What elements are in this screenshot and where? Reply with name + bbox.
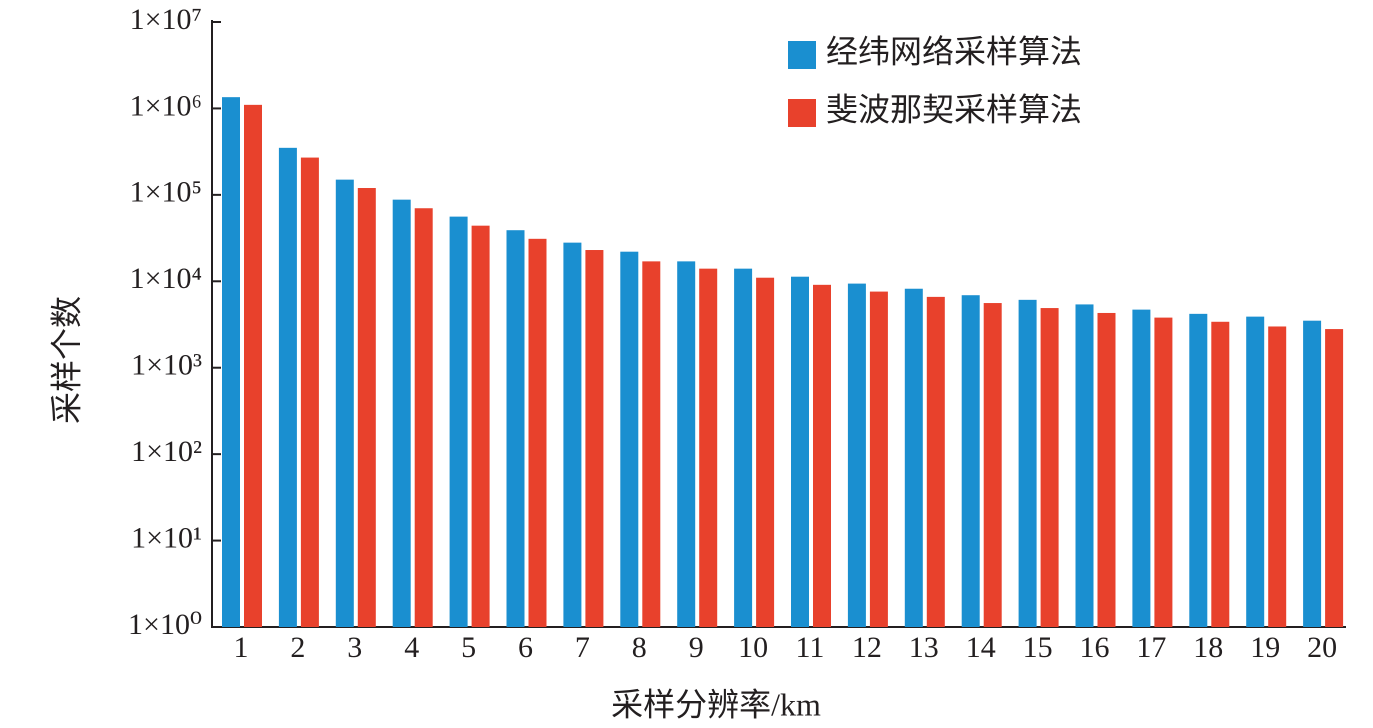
- bar: [1018, 299, 1037, 627]
- x-tick-label: 13: [909, 631, 939, 664]
- x-axis-label: 采样分辨率/km: [611, 686, 821, 722]
- bar: [1246, 316, 1265, 627]
- bar: [414, 208, 433, 627]
- bar: [926, 296, 945, 627]
- bar: [699, 268, 718, 627]
- y-tick-label: 1×10⁵: [130, 176, 202, 209]
- bar: [1268, 326, 1287, 627]
- x-tick-label: 5: [461, 631, 476, 664]
- bar: [506, 230, 525, 627]
- x-tick-label: 16: [1080, 631, 1110, 664]
- bar: [1075, 304, 1094, 627]
- y-tick-label: 1×10²: [131, 435, 202, 468]
- bar: [300, 157, 319, 627]
- legend-swatch: [788, 41, 816, 69]
- bar: [847, 283, 866, 627]
- x-tick-label: 12: [852, 631, 882, 664]
- bar: [904, 288, 923, 627]
- x-tick-label: 7: [575, 631, 590, 664]
- bar: [620, 251, 639, 627]
- x-tick-label: 19: [1250, 631, 1280, 664]
- x-tick-label: 11: [796, 631, 825, 664]
- bar: [278, 147, 297, 628]
- bar: [357, 188, 376, 628]
- bar: [677, 261, 696, 627]
- bar: [1097, 312, 1116, 627]
- x-tick-label: 1: [234, 631, 249, 664]
- x-tick-label: 20: [1307, 631, 1337, 664]
- bar: [1189, 313, 1208, 627]
- bar: [1040, 308, 1059, 627]
- x-tick-label: 15: [1023, 631, 1053, 664]
- legend-label: 斐波那契采样算法: [826, 91, 1082, 127]
- bar: [791, 276, 809, 627]
- y-tick-label: 1×10⁰: [128, 608, 202, 641]
- bar: [392, 199, 411, 627]
- bar: [335, 179, 354, 628]
- y-tick-label: 1×10³: [131, 349, 202, 382]
- bar: [813, 284, 831, 627]
- bar: [222, 97, 240, 628]
- bar: [983, 303, 1002, 627]
- x-tick-label: 18: [1193, 631, 1223, 664]
- y-tick-label: 1×10¹: [131, 521, 202, 554]
- bar: [244, 104, 262, 627]
- x-tick-label: 3: [347, 631, 362, 664]
- bar: [961, 295, 980, 627]
- x-tick-label: 4: [404, 631, 419, 664]
- bar: [563, 242, 582, 627]
- x-tick-label: 8: [632, 631, 647, 664]
- bar: [642, 261, 661, 627]
- bar: [1154, 317, 1173, 627]
- bar: [1132, 309, 1151, 627]
- y-tick-label: 1×10⁴: [130, 262, 202, 295]
- bar: [1303, 320, 1322, 627]
- bar: [1211, 321, 1230, 627]
- bar: [756, 277, 775, 627]
- y-tick-label: 1×10⁶: [130, 89, 202, 122]
- bar: [471, 225, 490, 627]
- bar: [585, 250, 604, 627]
- legend-label: 经纬网络采样算法: [826, 33, 1082, 69]
- bar: [734, 268, 753, 627]
- y-axis-label: 采样个数: [48, 296, 84, 424]
- bar: [528, 238, 547, 627]
- x-tick-label: 10: [738, 631, 768, 664]
- x-tick-label: 6: [518, 631, 533, 664]
- bar: [869, 291, 888, 627]
- x-tick-label: 14: [966, 631, 996, 664]
- x-tick-label: 9: [689, 631, 704, 664]
- legend-swatch: [788, 99, 816, 127]
- x-tick-label: 2: [290, 631, 305, 664]
- bar: [449, 216, 468, 627]
- x-tick-label: 17: [1136, 631, 1166, 664]
- bar: [1325, 329, 1344, 627]
- y-tick-label: 1×10⁷: [130, 3, 202, 36]
